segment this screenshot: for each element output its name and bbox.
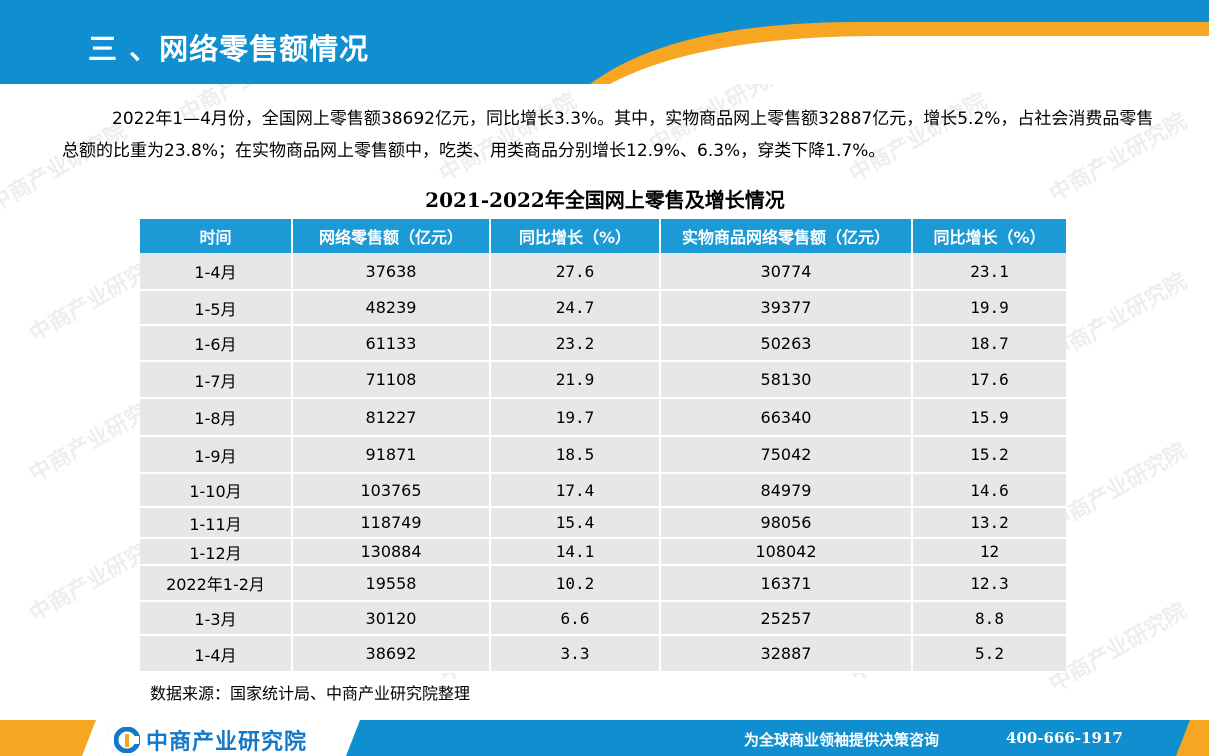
cell-online-sales: 81227: [292, 398, 491, 437]
header-physical-growth: 同比增长（%）: [912, 219, 1066, 253]
cell-physical-sales: 39377: [660, 290, 913, 326]
footer-slogan: 为全球商业领袖提供决策咨询: [744, 731, 940, 749]
page-title: 三 、网络零售额情况: [88, 32, 370, 66]
cell-online-sales: 48239: [292, 290, 491, 326]
footer-logo-text: 中商产业研究院: [146, 730, 308, 755]
cell-online-growth: 6.6: [490, 601, 661, 636]
header-background: [0, 0, 1209, 84]
table-row: 1-5月 48239 24.7 39377 19.9: [140, 290, 1066, 326]
cell-time: 1-8月: [140, 398, 293, 437]
cell-physical-sales: 84979: [660, 473, 913, 508]
cell-online-sales: 37638: [292, 253, 491, 291]
cell-online-sales: 30120: [292, 601, 491, 636]
cell-physical-sales: 108042: [660, 538, 913, 566]
cell-online-growth: 23.2: [490, 325, 661, 362]
cell-time: 1-6月: [140, 325, 293, 362]
cell-physical-sales: 50263: [660, 325, 913, 362]
cell-online-sales: 130884: [292, 538, 491, 566]
cell-online-sales: 118749: [292, 507, 491, 539]
table-row: 1-4月 37638 27.6 30774 23.1: [140, 253, 1066, 291]
retail-table: 时间 网络零售额（亿元） 同比增长（%） 实物商品网络零售额（亿元） 同比增长（…: [140, 219, 1066, 673]
header-online-growth: 同比增长（%）: [490, 219, 661, 253]
cell-physical-sales: 58130: [660, 361, 913, 399]
cell-online-growth: 15.4: [490, 507, 661, 539]
table-row: 1-9月 91871 18.5 75042 15.2: [140, 436, 1066, 474]
cell-physical-growth: 8.8: [912, 601, 1066, 636]
cell-physical-growth: 13.2: [912, 507, 1066, 539]
table-row: 1-10月 103765 17.4 84979 14.6: [140, 473, 1066, 508]
cell-physical-growth: 15.9: [912, 398, 1066, 437]
table-row: 1-6月 61133 23.2 50263 18.7: [140, 325, 1066, 362]
cell-online-sales: 91871: [292, 436, 491, 474]
table-row: 1-3月 30120 6.6 25257 8.8: [140, 601, 1066, 636]
cell-online-growth: 10.2: [490, 565, 661, 602]
cell-time: 1-10月: [140, 473, 293, 508]
footer-background: [0, 720, 1209, 756]
table-title: 2021-2022年全国网上零售及增长情况: [425, 188, 785, 212]
intro-text: 2022年1—4月份，全国网上零售额38692亿元，同比增长3.3%。其中，实物…: [62, 104, 1162, 167]
cell-physical-sales: 75042: [660, 436, 913, 474]
cell-online-sales: 19558: [292, 565, 491, 602]
cell-physical-growth: 14.6: [912, 473, 1066, 508]
table-header-row: 时间 网络零售额（亿元） 同比增长（%） 实物商品网络零售额（亿元） 同比增长（…: [140, 219, 1066, 253]
table-row: 1-11月 118749 15.4 98056 13.2: [140, 507, 1066, 539]
cell-time: 1-12月: [140, 538, 293, 566]
cell-online-growth: 21.9: [490, 361, 661, 399]
cell-online-sales: 103765: [292, 473, 491, 508]
header-banner: 三 、网络零售额情况: [0, 0, 1209, 84]
cell-physical-sales: 16371: [660, 565, 913, 602]
cell-time: 1-7月: [140, 361, 293, 399]
cell-time: 1-9月: [140, 436, 293, 474]
cell-physical-growth: 12.3: [912, 565, 1066, 602]
cell-physical-growth: 23.1: [912, 253, 1066, 291]
table-row: 1-8月 81227 19.7 66340 15.9: [140, 398, 1066, 437]
intro-paragraph: 2022年1—4月份，全国网上零售额38692亿元，同比增长3.3%。其中，实物…: [62, 109, 1154, 161]
company-logo-icon: [114, 727, 140, 753]
cell-time: 1-3月: [140, 601, 293, 636]
header-time: 时间: [140, 219, 293, 253]
cell-time: 2022年1-2月: [140, 565, 293, 602]
cell-online-growth: 18.5: [490, 436, 661, 474]
footer-logo: 中商产业研究院: [114, 724, 307, 756]
table-body: 1-4月 37638 27.6 30774 23.1 1-5月 48239 24.7 39377…: [140, 253, 1066, 673]
cell-online-growth: 3.3: [490, 635, 661, 673]
cell-physical-growth: 19.9: [912, 290, 1066, 326]
cell-physical-growth: 5.2: [912, 635, 1066, 673]
cell-online-sales: 71108: [292, 361, 491, 399]
cell-online-growth: 19.7: [490, 398, 661, 437]
table-row: 2022年1-2月 19558 10.2 16371 12.3: [140, 565, 1066, 602]
cell-online-sales: 61133: [292, 325, 491, 362]
footer-bar: [0, 720, 1209, 756]
cell-physical-sales: 98056: [660, 507, 913, 539]
cell-physical-sales: 30774: [660, 253, 913, 291]
cell-physical-sales: 66340: [660, 398, 913, 437]
cell-physical-sales: 32887: [660, 635, 913, 673]
table-row: 1-7月 71108 21.9 58130 17.6: [140, 361, 1066, 399]
cell-online-sales: 38692: [292, 635, 491, 673]
cell-time: 1-4月: [140, 635, 293, 673]
header-online-sales: 网络零售额（亿元）: [292, 219, 491, 253]
cell-time: 1-11月: [140, 507, 293, 539]
cell-time: 1-4月: [140, 253, 293, 291]
table-row: 1-12月 130884 14.1 108042 12: [140, 538, 1066, 566]
footer-phone: 400-666-1917: [1006, 729, 1123, 747]
header-physical-sales: 实物商品网络零售额（亿元）: [660, 219, 913, 253]
table-row: 1-4月 38692 3.3 32887 5.2: [140, 635, 1066, 673]
cell-physical-sales: 25257: [660, 601, 913, 636]
cell-online-growth: 17.4: [490, 473, 661, 508]
cell-physical-growth: 18.7: [912, 325, 1066, 362]
cell-physical-growth: 15.2: [912, 436, 1066, 474]
cell-physical-growth: 17.6: [912, 361, 1066, 399]
cell-online-growth: 14.1: [490, 538, 661, 566]
cell-physical-growth: 12: [912, 538, 1066, 566]
cell-online-growth: 24.7: [490, 290, 661, 326]
cell-online-growth: 27.6: [490, 253, 661, 291]
cell-time: 1-5月: [140, 290, 293, 326]
data-source-note: 数据来源：国家统计局、中商产业研究院整理: [150, 684, 471, 703]
